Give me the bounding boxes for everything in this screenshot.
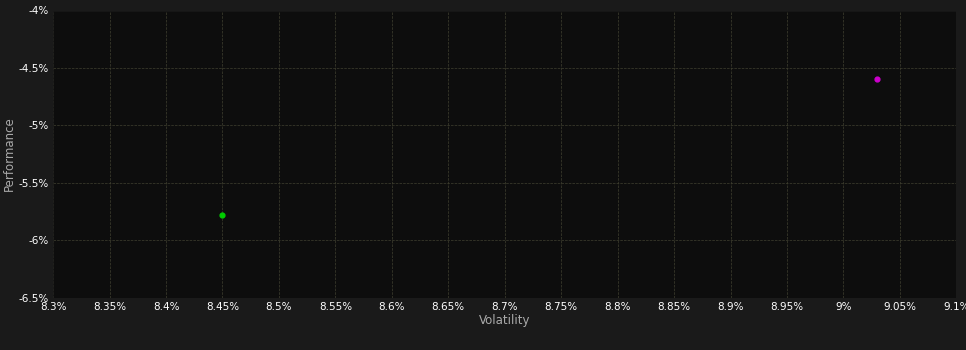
Y-axis label: Performance: Performance	[3, 117, 15, 191]
Point	[214, 212, 230, 218]
X-axis label: Volatility: Volatility	[479, 314, 530, 328]
Point	[869, 77, 885, 82]
